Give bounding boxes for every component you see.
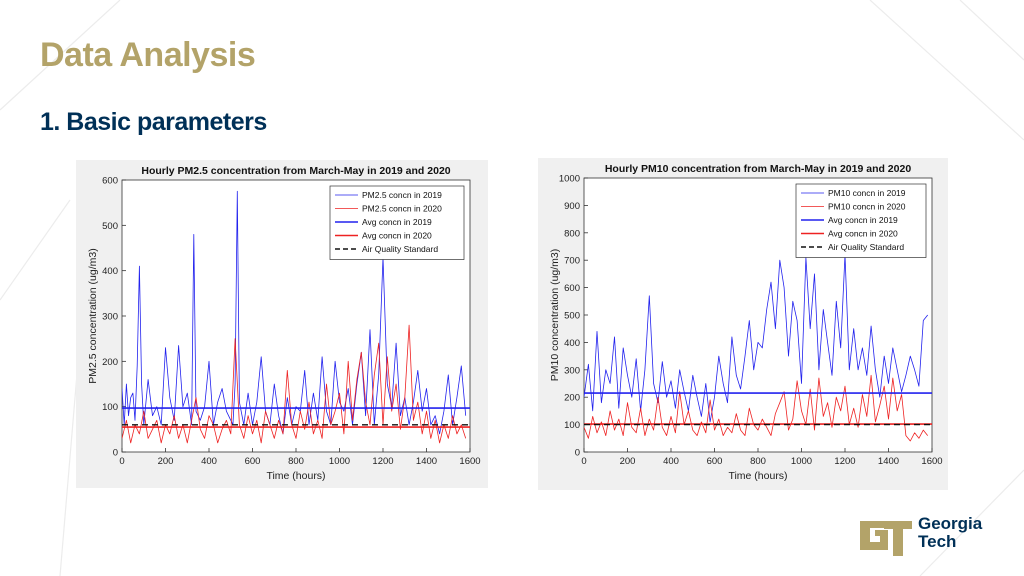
x-tick-label: 600 [245, 456, 261, 467]
y-tick-label: 600 [102, 176, 118, 187]
legend-entry: PM2.5 concn in 2020 [362, 204, 442, 214]
x-axis-label: Time (hours) [266, 470, 325, 482]
x-tick-label: 0 [581, 456, 586, 467]
legend-entry: Air Quality Standard [828, 242, 904, 252]
y-tick-label: 1000 [559, 174, 580, 185]
series-line-0 [122, 190, 467, 435]
x-tick-label: 1000 [329, 456, 350, 467]
legend-entry: Avg concn in 2020 [828, 229, 898, 239]
y-tick-label: 200 [102, 357, 118, 368]
pm25-chart: Hourly PM2.5 concentration from March-Ma… [87, 165, 481, 482]
y-axis-label: PM10 concentration (ug/m3) [549, 249, 561, 381]
chart-title: Hourly PM10 concentration from March-May… [605, 163, 912, 175]
slide-title: Data Analysis [40, 36, 256, 74]
x-tick-label: 1200 [834, 456, 855, 467]
legend-entry: Avg concn in 2020 [362, 231, 432, 241]
section-subtitle: 1. Basic parameters [40, 108, 267, 136]
legend-entry: PM10 concn in 2019 [828, 188, 906, 198]
logo-line-1: Georgia [918, 514, 983, 533]
y-tick-label: 800 [564, 228, 580, 239]
x-tick-label: 1600 [921, 456, 942, 467]
y-tick-label: 900 [564, 201, 580, 212]
x-tick-label: 1200 [372, 456, 393, 467]
x-tick-label: 0 [119, 456, 124, 467]
x-tick-label: 1400 [416, 456, 437, 467]
series-layer [122, 190, 470, 444]
y-tick-label: 0 [113, 448, 118, 459]
x-tick-label: 200 [620, 456, 636, 467]
y-tick-label: 100 [564, 420, 580, 431]
chart-legend: PM2.5 concn in 2019 PM2.5 concn in 2020 Av… [329, 185, 465, 260]
y-tick-label: 400 [102, 266, 118, 277]
x-tick-label: 1600 [459, 456, 480, 467]
pm10-chart: Hourly PM10 concentration from March-May… [549, 163, 943, 482]
legend-entry: Air Quality Standard [362, 244, 438, 254]
y-tick-label: 300 [564, 365, 580, 376]
series-line-1 [122, 324, 467, 444]
legend-entry: PM10 concn in 2020 [828, 202, 906, 212]
chart-legend: PM10 concn in 2019 PM10 concn in 2020 Avg … [795, 183, 927, 258]
y-tick-label: 700 [564, 256, 580, 267]
pm10-chart-figure: Hourly PM10 concentration from March-May… [538, 158, 948, 490]
series-line-1 [584, 374, 929, 442]
y-tick-label: 500 [564, 311, 580, 322]
legend-entry: PM2.5 concn in 2019 [362, 190, 442, 200]
georgia-tech-logo [860, 521, 912, 556]
x-tick-label: 400 [201, 456, 217, 467]
x-tick-label: 800 [750, 456, 766, 467]
x-tick-label: 1000 [791, 456, 812, 467]
y-tick-label: 0 [575, 448, 580, 459]
y-tick-label: 300 [102, 312, 118, 323]
x-tick-label: 400 [663, 456, 679, 467]
logo-line-2: Tech [918, 532, 957, 551]
x-axis-label: Time (hours) [728, 470, 787, 482]
y-axis-label: PM2.5 concentration (ug/m3) [87, 248, 99, 383]
y-tick-label: 600 [564, 283, 580, 294]
x-tick-label: 600 [707, 456, 723, 467]
logo-wordmark: Georgia Tech [918, 515, 982, 551]
x-tick-label: 200 [158, 456, 174, 467]
series-line-0 [584, 254, 929, 423]
legend-entry: Avg concn in 2019 [362, 217, 432, 227]
chart-title: Hourly PM2.5 concentration from March-Ma… [141, 165, 450, 177]
y-tick-label: 100 [102, 402, 118, 413]
x-tick-label: 800 [288, 456, 304, 467]
x-tick-label: 1400 [878, 456, 899, 467]
y-tick-label: 500 [102, 221, 118, 232]
y-tick-label: 200 [564, 393, 580, 404]
legend-entry: Avg concn in 2019 [828, 215, 898, 225]
series-layer [584, 254, 932, 442]
y-tick-label: 400 [564, 338, 580, 349]
pm25-chart-figure: Hourly PM2.5 concentration from March-Ma… [76, 160, 488, 488]
